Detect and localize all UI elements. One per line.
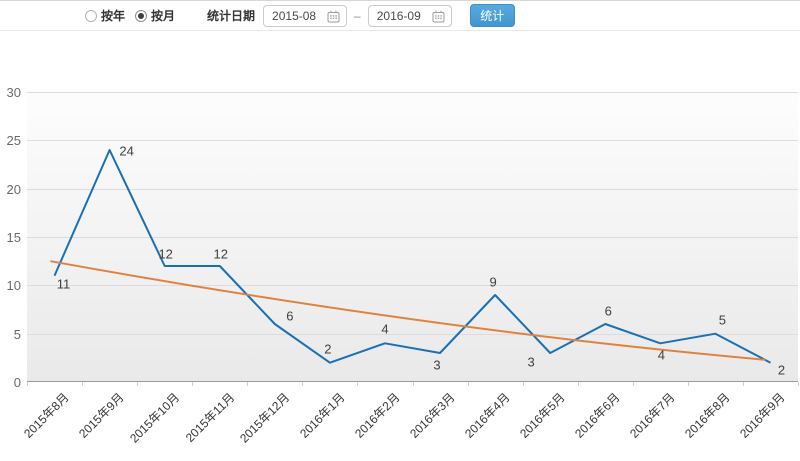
date-range-separator: – [354,8,361,23]
data-point-label: 2 [777,362,786,378]
axis-tick [413,382,414,386]
data-point-label: 12 [213,246,228,262]
calendar-icon[interactable] [327,10,340,23]
axis-tick [633,382,634,386]
start-date-value: 2015-08 [272,8,317,23]
gridline [27,285,798,286]
data-point-label: 4 [381,321,389,337]
axis-tick [798,382,799,386]
gridline [27,189,798,190]
data-point-label: 12 [158,246,173,262]
data-point-label: 4 [657,347,665,363]
y-axis-label: 25 [6,133,21,148]
gridline [27,237,798,238]
axis-tick [82,382,83,386]
axis-tick [688,382,689,386]
axis-tick [137,382,138,386]
radio-month-label: 按月 [151,9,176,23]
radio-by-year[interactable]: 按年 [85,7,125,24]
data-point-label: 11 [56,276,71,292]
y-axis-label: 30 [6,85,21,100]
gridline [27,334,798,335]
end-date-value: 2016-09 [376,8,421,23]
data-point-label: 5 [718,312,727,328]
axis-tick [357,382,358,386]
end-date-input[interactable]: 2016-09 [367,4,452,27]
y-axis-label: 5 [13,327,21,342]
y-axis-label: 10 [6,278,21,293]
radio-month-icon[interactable] [135,9,148,22]
y-axis-label: 0 [13,375,21,390]
axis-tick [578,382,579,386]
data-point-label: 3 [527,354,535,370]
radio-year-icon[interactable] [85,9,97,22]
chart-series-svg [50,149,771,364]
axis-tick [743,382,744,386]
axis-tick [247,382,248,386]
gridline [27,140,798,141]
data-point-label: 2 [324,341,332,357]
axis-tick [523,382,524,386]
data-point-label: 6 [286,308,294,324]
radio-year-label: 按年 [101,9,126,23]
axis-tick [27,382,28,386]
data-series-line [53,149,771,364]
start-date-input[interactable]: 2015-08 [263,4,348,27]
data-point-label: 6 [604,303,612,319]
line-chart: 30 25 20 15 10 5 0 2015年8月 2015年9月 2015年10月 2015年1… [0,32,800,461]
toolbar: 按年 按月 统计日期 2015-08 – 2016-09 [0,0,800,31]
calendar-icon[interactable] [432,10,445,23]
date-range-label: 统计日期 [207,9,256,23]
axis-tick [468,382,469,386]
data-point-label: 3 [433,357,441,373]
axis-tick [302,382,303,386]
y-axis-label: 20 [6,182,21,197]
radio-by-month[interactable]: 按月 [135,7,175,24]
data-point-label: 9 [489,274,497,290]
axis-tick [192,382,193,386]
trendline [50,260,766,361]
y-axis-label: 15 [6,230,21,245]
data-point-label: 24 [119,143,134,159]
submit-button[interactable]: 统计 [469,4,515,27]
